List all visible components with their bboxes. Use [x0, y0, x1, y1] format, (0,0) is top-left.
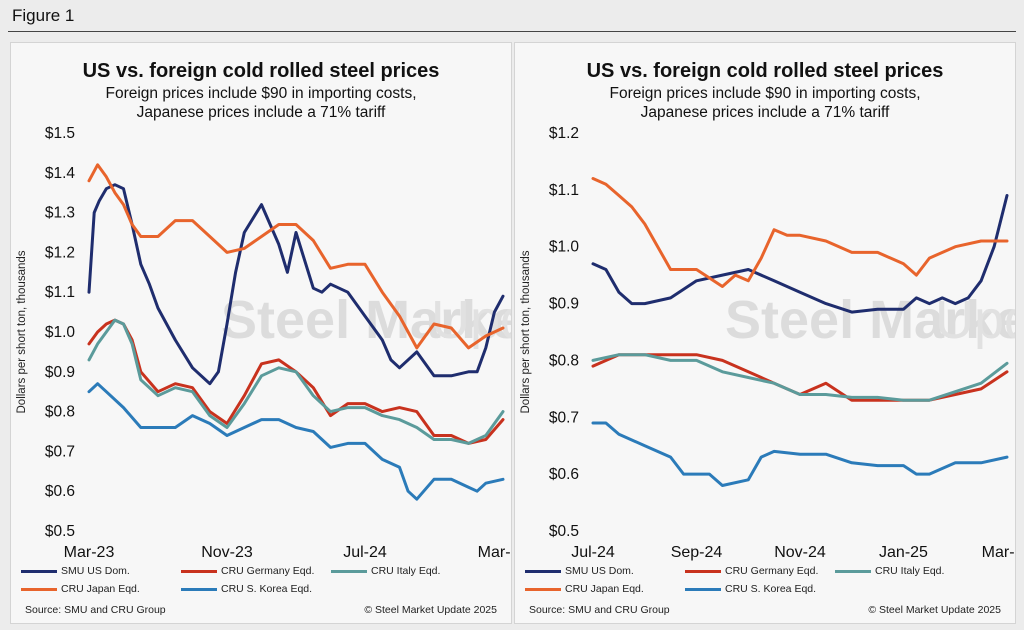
- x-tick-label: Mar-25: [478, 544, 511, 561]
- y-tick-label: $1.2: [549, 125, 579, 142]
- legend-swatch: [685, 587, 721, 591]
- y-tick-label: $0.9: [549, 296, 579, 313]
- chart-subtitle: Japanese prices include a 71% tariff: [641, 104, 890, 121]
- legend-swatch: [181, 587, 217, 591]
- series-line-cru-japan: [591, 177, 1009, 288]
- legend-swatch: [525, 569, 561, 573]
- y-tick-label: $0.9: [45, 364, 75, 381]
- x-tick-label: Sep-24: [671, 544, 723, 561]
- legend-item-cru-japan: CRU Japan Eqd.: [21, 582, 140, 596]
- legend-item-smu-us-dom: SMU US Dom.: [525, 564, 634, 578]
- legend-label: CRU S. Korea Eqd.: [725, 583, 817, 595]
- y-axis-label: Dollars per short ton, thousands: [520, 250, 532, 413]
- legend-label: CRU Italy Eqd.: [875, 565, 945, 577]
- legend-swatch: [21, 569, 57, 573]
- series-line-cru-korea: [87, 382, 505, 501]
- x-tick-label: Nov-24: [774, 544, 826, 561]
- legend-item-cru-italy: CRU Italy Eqd.: [835, 564, 944, 578]
- chart-title: US vs. foreign cold rolled steel prices: [83, 60, 440, 82]
- y-tick-label: $0.5: [45, 523, 75, 540]
- legend-swatch: [525, 587, 561, 591]
- figure-label: Figure 1: [12, 6, 75, 25]
- legend-item-smu-us-dom: SMU US Dom.: [21, 564, 130, 578]
- legend-label: SMU US Dom.: [61, 565, 130, 577]
- source-note: Source: SMU and CRU Group: [529, 604, 670, 616]
- x-tick-label: Nov-23: [201, 544, 253, 561]
- figure-header: Figure 1: [8, 0, 1016, 32]
- y-tick-label: $0.5: [549, 523, 579, 540]
- source-note: Source: SMU and CRU Group: [25, 604, 166, 616]
- legend-swatch: [835, 569, 871, 573]
- x-tick-label: Mar-23: [64, 544, 115, 561]
- copyright-note: © Steel Market Update 2025: [364, 604, 497, 616]
- legend-swatch: [685, 569, 721, 573]
- y-tick-label: $1.5: [45, 125, 75, 142]
- y-tick-label: $1.1: [45, 284, 75, 301]
- x-tick-label: Jul-24: [343, 544, 387, 561]
- y-tick-label: $0.8: [549, 352, 579, 369]
- y-tick-label: $0.6: [549, 466, 579, 483]
- series-line-cru-italy: [591, 353, 1009, 402]
- legend-label: CRU Japan Eqd.: [565, 583, 644, 595]
- legend-label: SMU US Dom.: [565, 565, 634, 577]
- legend-swatch: [21, 587, 57, 591]
- chart-panel-right: Steel MarketUpdateUS vs. foreign cold ro…: [514, 42, 1016, 624]
- chart-subtitle: Foreign prices include $90 in importing …: [609, 85, 920, 102]
- series-line-smu-us-dom: [87, 183, 505, 386]
- x-tick-label: Mar-25: [982, 544, 1015, 561]
- y-tick-label: $0.8: [45, 404, 75, 421]
- legend-item-cru-japan: CRU Japan Eqd.: [525, 582, 644, 596]
- chart-subtitle: Foreign prices include $90 in importing …: [105, 85, 416, 102]
- y-tick-label: $0.7: [45, 443, 75, 460]
- legend-label: CRU Germany Eqd.: [725, 565, 819, 577]
- y-tick-label: $1.1: [549, 182, 579, 199]
- y-tick-label: $0.6: [45, 483, 75, 500]
- copyright-note: © Steel Market Update 2025: [868, 604, 1001, 616]
- legend-label: CRU Japan Eqd.: [61, 583, 140, 595]
- chart-svg-right: Steel MarketUpdateUS vs. foreign cold ro…: [520, 60, 1015, 561]
- y-tick-label: $1.0: [549, 239, 580, 256]
- y-tick-label: $1.4: [45, 165, 76, 182]
- legend-item-cru-italy: CRU Italy Eqd.: [331, 564, 440, 578]
- y-tick-label: $0.7: [549, 409, 579, 426]
- series-line-cru-japan: [87, 163, 505, 350]
- legend-swatch: [181, 569, 217, 573]
- watermark-text: Update: [431, 290, 511, 350]
- chart-title: US vs. foreign cold rolled steel prices: [587, 60, 944, 82]
- y-tick-label: $1.3: [45, 205, 75, 222]
- legend-swatch: [331, 569, 367, 573]
- chart-svg-left: Steel MarketUpdateUS vs. foreign cold ro…: [16, 60, 511, 561]
- legend-item-cru-germany: CRU Germany Eqd.: [181, 564, 314, 578]
- legend-right: SMU US Dom. CRU Germany Eqd. CRU Italy Eqd…: [525, 564, 1005, 602]
- y-axis-label: Dollars per short ton, thousands: [16, 250, 28, 413]
- chart-subtitle: Japanese prices include a 71% tariff: [137, 104, 386, 121]
- y-tick-label: $1.0: [45, 324, 76, 341]
- legend-label: CRU Italy Eqd.: [371, 565, 441, 577]
- legend-item-cru-korea: CRU S. Korea Eqd.: [181, 582, 312, 596]
- series-line-cru-italy: [87, 318, 505, 445]
- legend-item-cru-germany: CRU Germany Eqd.: [685, 564, 818, 578]
- x-tick-label: Jan-25: [879, 544, 928, 561]
- x-tick-label: Jul-24: [571, 544, 615, 561]
- series-line-smu-us-dom: [591, 194, 1009, 314]
- y-tick-label: $1.2: [45, 244, 75, 261]
- legend-label: CRU Germany Eqd.: [221, 565, 315, 577]
- legend-left: SMU US Dom. CRU Germany Eqd. CRU Italy Eqd…: [21, 564, 501, 602]
- series-line-cru-korea: [591, 421, 1009, 487]
- chart-panel-left: Steel MarketUpdateUS vs. foreign cold ro…: [10, 42, 512, 624]
- legend-label: CRU S. Korea Eqd.: [221, 583, 313, 595]
- legend-item-cru-korea: CRU S. Korea Eqd.: [685, 582, 816, 596]
